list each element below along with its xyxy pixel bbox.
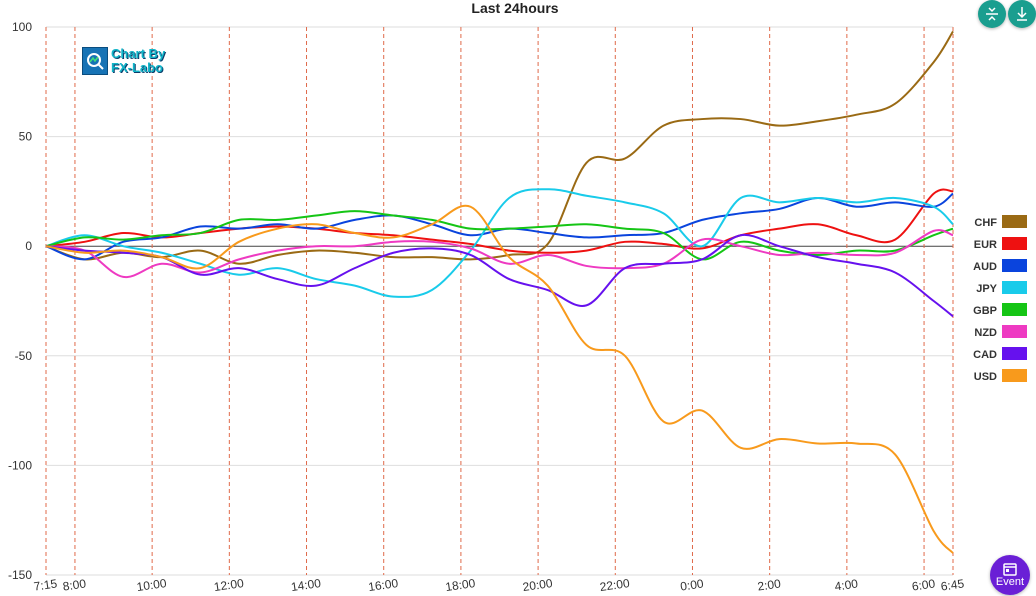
legend-swatch-cad[interactable] (1002, 347, 1027, 360)
x-tick-label: 12:00 (213, 576, 245, 594)
x-tick-label: 0:00 (679, 576, 704, 593)
calendar-icon (1003, 563, 1017, 576)
legend-label-nzd: NZD (974, 327, 997, 339)
legend-swatch-jpy[interactable] (1002, 281, 1027, 294)
x-tick-label: 22:00 (599, 576, 631, 594)
x-tick-label: 6:45 (940, 576, 965, 593)
legend-label-jpy: JPY (976, 283, 997, 295)
magnifier-chart-icon (82, 47, 108, 75)
x-tick-label: 4:00 (834, 576, 859, 593)
series-line-usd (45, 204, 954, 554)
y-tick-label: 50 (19, 130, 33, 144)
series-layer (45, 30, 954, 554)
x-tick-label: 14:00 (290, 576, 322, 594)
x-tick-label: 8:00 (62, 576, 87, 593)
x-tick-label: 20:00 (522, 576, 554, 594)
legend-swatch-gbp[interactable] (1002, 303, 1027, 316)
series-line-nzd (45, 229, 954, 278)
y-tick-label: -50 (15, 349, 33, 363)
legend-label-cad: CAD (973, 349, 997, 361)
chart-title: Last 24hours (471, 0, 558, 16)
legend-label-gbp: GBP (973, 305, 997, 317)
event-button[interactable]: Event (990, 555, 1030, 595)
y-tick-label: -100 (8, 458, 32, 472)
series-line-jpy (45, 188, 954, 298)
legend-label-chf: CHF (974, 217, 997, 229)
series-line-gbp (45, 210, 954, 261)
series-line-chf (45, 30, 954, 265)
legend-swatch-chf[interactable] (1002, 215, 1027, 228)
legend-swatch-eur[interactable] (1002, 237, 1027, 250)
legend-label-eur: EUR (974, 239, 997, 251)
x-tick-label: 10:00 (136, 576, 168, 594)
fx-labo-logo: Chart By FX-Labo (82, 47, 165, 75)
legend-swatch-aud[interactable] (1002, 259, 1027, 272)
x-tick-label: 18:00 (445, 576, 477, 594)
y-tick-label: -150 (8, 568, 32, 582)
legend-swatch-usd[interactable] (1002, 369, 1027, 382)
compress-vertical-button[interactable] (978, 0, 1006, 28)
x-tick-label: 7:15 (33, 576, 58, 593)
x-tick-label: 16:00 (367, 576, 399, 594)
grid-layer (45, 26, 954, 576)
legend-label-aud: AUD (973, 261, 997, 273)
legend-label-usd: USD (974, 371, 997, 383)
x-tick-label: 6:00 (911, 576, 936, 593)
y-tick-label: 100 (12, 20, 32, 34)
align-bottom-button[interactable] (1008, 0, 1036, 28)
arrow-down-to-line-icon (1017, 7, 1027, 21)
series-line-cad (45, 233, 954, 318)
legend-swatch-nzd[interactable] (1002, 325, 1027, 338)
compress-vertical-icon (986, 7, 998, 21)
y-tick-label: 0 (25, 239, 32, 253)
x-tick-label: 2:00 (757, 576, 782, 593)
logo-line1: Chart By (111, 46, 166, 61)
logo-line2: FX-Labo (111, 60, 163, 75)
event-label: Event (995, 576, 1025, 588)
legend[interactable]: CHF EUR AUD JPY GBP NZD CAD USD (973, 215, 1027, 383)
